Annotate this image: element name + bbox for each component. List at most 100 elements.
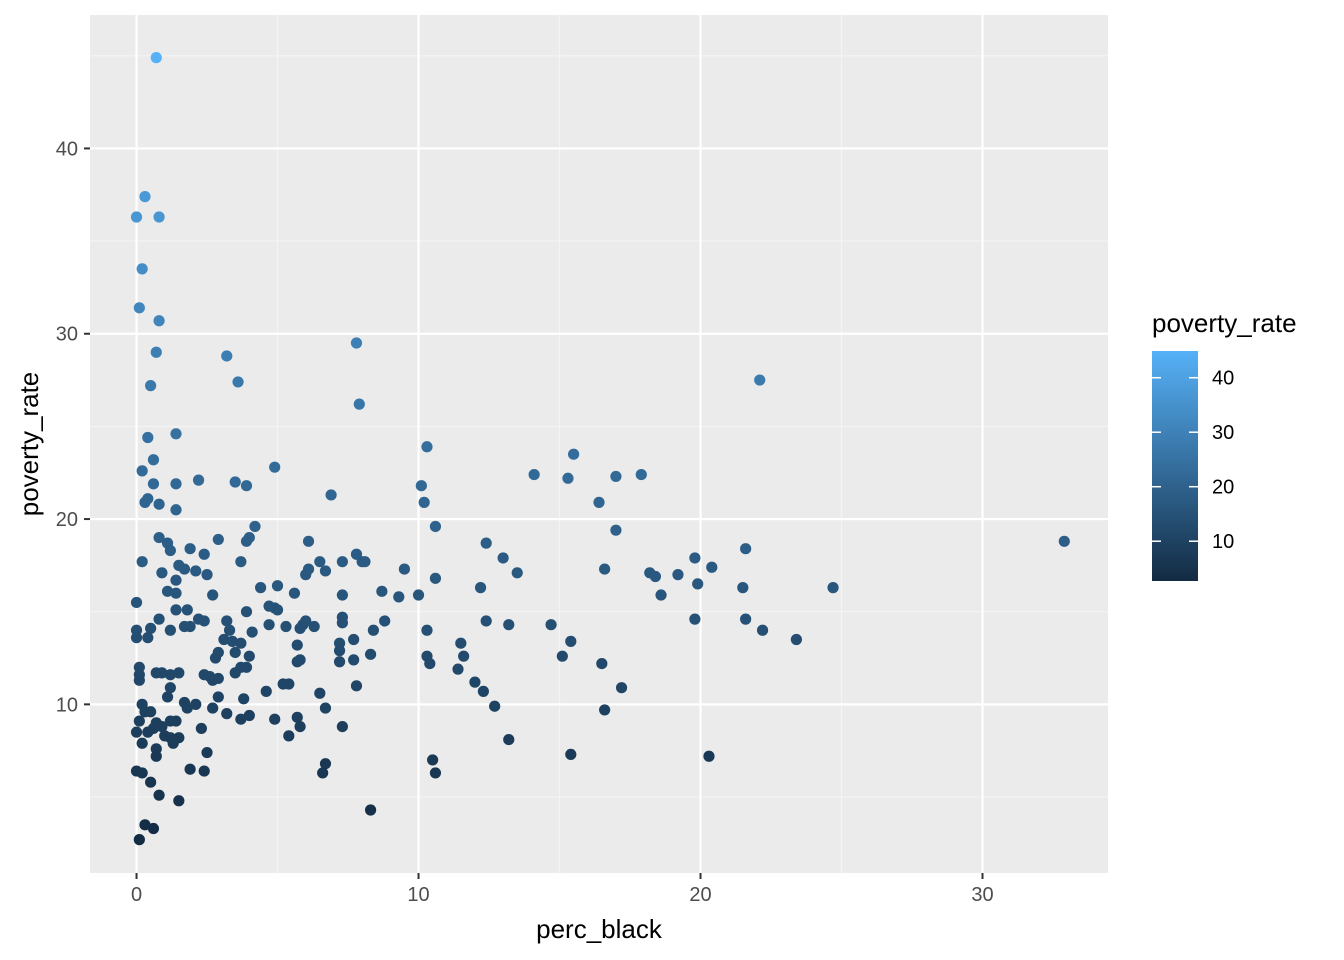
data-point (139, 496, 151, 508)
data-point (610, 524, 622, 536)
data-point (142, 431, 154, 444)
data-point (181, 702, 193, 714)
data-point (218, 633, 230, 646)
data-point (209, 652, 222, 664)
minor-gridlines (90, 15, 1108, 873)
x-tick-label: 20 (689, 884, 711, 906)
plot-panel (90, 15, 1108, 873)
data-point (367, 624, 380, 636)
data-point (503, 733, 515, 746)
data-point (142, 726, 154, 738)
data-point (593, 496, 605, 508)
data-point (195, 722, 207, 735)
data-point (480, 615, 492, 627)
data-point (235, 713, 247, 725)
data-point (156, 567, 168, 579)
legend-tick-label: 30 (1212, 422, 1234, 444)
data-point (150, 52, 162, 64)
data-point (565, 635, 577, 647)
x-axis-title: perc_black (536, 914, 663, 944)
data-point (596, 657, 608, 670)
data-point (412, 589, 425, 601)
data-point (164, 624, 176, 636)
data-point (497, 552, 509, 564)
data-point (348, 654, 360, 666)
data-point (198, 765, 210, 777)
data-point (170, 574, 182, 586)
data-point (415, 480, 427, 492)
data-point (170, 715, 182, 727)
y-tick-label: 10 (56, 694, 78, 716)
data-point (173, 667, 185, 679)
data-point (511, 567, 523, 579)
data-point (164, 669, 176, 681)
data-point (221, 615, 233, 627)
data-point (207, 674, 219, 686)
data-point (238, 693, 250, 705)
data-point (689, 613, 701, 625)
data-point (827, 582, 839, 594)
data-point (302, 535, 315, 547)
data-point (243, 650, 255, 662)
data-point (198, 615, 210, 627)
data-point (201, 569, 213, 581)
data-point (291, 639, 303, 651)
data-point (170, 604, 182, 616)
data-point (184, 763, 196, 775)
data-point (703, 750, 715, 762)
data-point (480, 537, 492, 549)
data-point (300, 615, 312, 627)
data-point (229, 646, 241, 659)
data-point (153, 211, 165, 223)
data-point (393, 591, 405, 603)
data-point (474, 582, 487, 594)
data-point (452, 663, 464, 675)
data-point (136, 767, 148, 779)
data-point (133, 715, 145, 727)
data-point (336, 617, 348, 629)
data-point (672, 569, 684, 581)
data-point (164, 544, 176, 557)
data-point (212, 533, 224, 546)
y-tick-label: 30 (56, 324, 78, 346)
data-point (133, 674, 145, 686)
data-point (565, 748, 577, 760)
data-point (353, 398, 365, 410)
data-point (319, 758, 332, 770)
x-tick-label: 0 (131, 884, 142, 906)
data-point (429, 572, 442, 584)
legend-tick-label: 10 (1212, 531, 1234, 553)
data-point (190, 698, 202, 710)
data-point (145, 706, 157, 718)
legend-title: poverty_rate (1152, 308, 1297, 338)
data-point (271, 604, 284, 616)
data-point (145, 776, 157, 788)
data-point (271, 580, 284, 592)
data-point (133, 834, 145, 846)
data-point (226, 635, 239, 647)
data-point (130, 211, 143, 223)
data-point (142, 632, 154, 644)
y-tick-label: 40 (56, 138, 78, 160)
data-point (156, 721, 168, 733)
data-point (280, 620, 292, 633)
data-point (232, 376, 244, 388)
data-point (421, 441, 433, 453)
data-point (689, 552, 701, 564)
data-point (737, 582, 749, 594)
data-point (184, 543, 196, 555)
data-point (260, 685, 272, 697)
data-point (429, 767, 442, 779)
data-point (692, 578, 704, 590)
data-point (240, 535, 253, 547)
data-point (545, 619, 557, 631)
axes: 0 10 20 30 10 20 30 40 (56, 138, 994, 906)
data-point (255, 582, 267, 594)
data-point (336, 589, 348, 601)
data-point (136, 556, 148, 568)
data-point (136, 465, 148, 477)
data-point (161, 585, 174, 597)
data-point (249, 520, 261, 533)
data-point (706, 561, 718, 573)
